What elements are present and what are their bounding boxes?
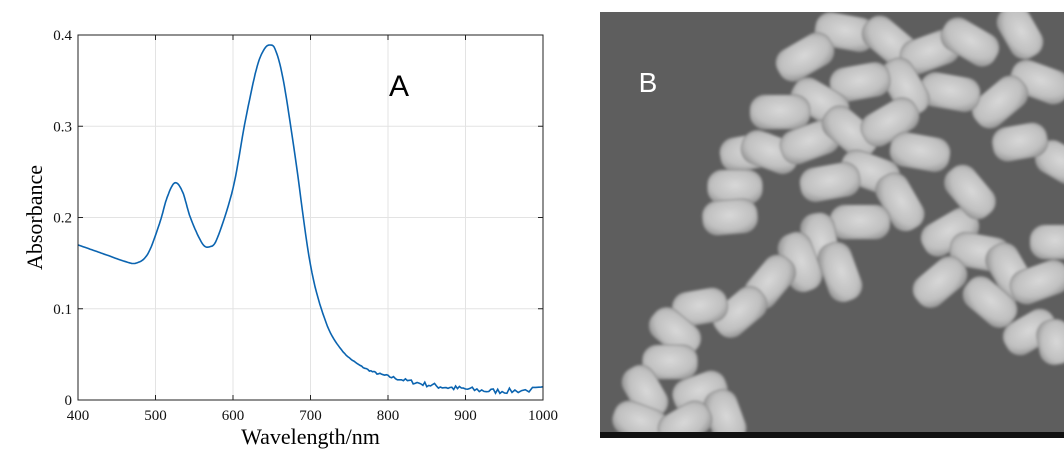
nanorod — [991, 122, 1049, 162]
nanorod — [962, 275, 1018, 329]
x-tick-label: 900 — [454, 408, 477, 424]
y-tick-label: 0.3 — [53, 119, 72, 135]
nanorod-particles — [612, 4, 1064, 448]
y-tick-label: 0 — [65, 393, 73, 409]
nanorod — [1036, 318, 1064, 366]
y-tick-label: 0.1 — [53, 302, 72, 318]
x-axis-label: Wavelength/nm — [241, 424, 380, 449]
nanorod — [940, 17, 1000, 67]
nanorod — [817, 241, 863, 303]
nanorod — [971, 75, 1029, 129]
grid — [77, 34, 544, 401]
panel-a-label: A — [389, 70, 409, 103]
absorbance-chart: 400 500 600 700 800 900 1000 0 0.1 0.2 0.3 0.4 Wave… — [22, 28, 558, 449]
nanorod — [1009, 259, 1064, 305]
nanorod — [1029, 224, 1064, 260]
x-tick-label: 400 — [67, 408, 90, 424]
x-tick-label: 600 — [222, 408, 245, 424]
nanorod — [642, 344, 698, 380]
y-tick-label: 0.4 — [53, 28, 72, 44]
nanorod — [799, 161, 861, 203]
nanorod — [701, 198, 759, 236]
nanorod — [749, 94, 811, 130]
nanorod — [707, 169, 763, 205]
x-tick-label: 800 — [377, 408, 400, 424]
nanorod — [712, 285, 768, 339]
sem-info-bar — [600, 432, 1064, 438]
y-tick-label: 0.2 — [53, 211, 72, 227]
nanorod — [880, 57, 930, 117]
sem-image-panel: B — [600, 4, 1064, 448]
panel-b-label: B — [639, 67, 658, 98]
tick-labels: 400 500 600 700 800 900 1000 0 0.1 0.2 0.3 0.4 — [53, 28, 558, 424]
nanorod — [912, 255, 968, 309]
x-tick-label: 700 — [299, 408, 322, 424]
nanorod — [775, 32, 835, 82]
y-axis-label: Absorbance — [22, 165, 47, 270]
series-line — [77, 44, 544, 395]
plot-frame — [77, 34, 544, 401]
nanorod — [943, 164, 997, 220]
nanorod — [829, 61, 891, 103]
absorbance-chart-panel: 400 500 600 700 800 900 1000 0 0.1 0.2 0.3 0.4 Wave… — [22, 28, 558, 449]
nanorod — [821, 105, 879, 159]
x-tick-label: 500 — [144, 408, 167, 424]
sem-micrograph: B — [600, 4, 1064, 448]
nanorod — [889, 131, 951, 173]
x-tick-label: 1000 — [528, 408, 558, 424]
nanorod — [829, 204, 891, 240]
